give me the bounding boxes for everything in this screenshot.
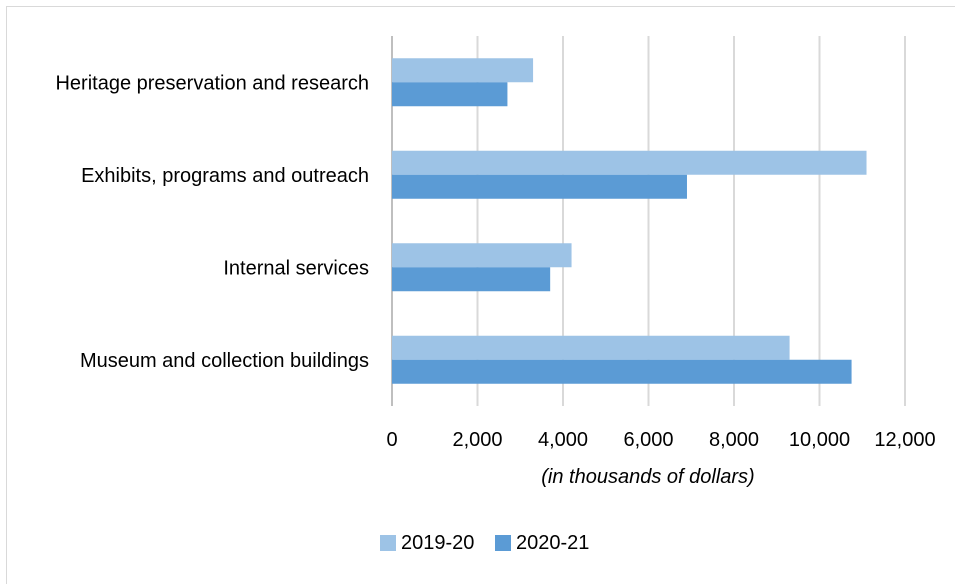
bar-2020-21: [392, 82, 508, 107]
x-tick-labels: 0 2,000 4,000 6,000 8,000 10,000 12,000: [386, 429, 935, 451]
category-label: Museum and collection buildings: [80, 350, 369, 372]
bar-2019-20: [392, 150, 867, 175]
x-tick-label: 10,000: [789, 429, 850, 451]
bar-2019-20: [392, 335, 790, 360]
legend-label: 2019-20: [401, 532, 474, 554]
x-tick-label: 6,000: [623, 429, 673, 451]
legend-swatch: [495, 535, 511, 551]
legend-label: 2020-21: [516, 532, 589, 554]
x-tick-label: 8,000: [709, 429, 759, 451]
bars: [392, 58, 867, 384]
bar-2020-21: [392, 174, 687, 199]
x-tick-label: 0: [386, 429, 397, 451]
legend-swatch: [380, 535, 396, 551]
chart-frame: [6, 6, 955, 584]
x-axis-title: (in thousands of dollars): [541, 466, 754, 488]
bar-2020-21: [392, 359, 852, 384]
legend: 2019-20 2020-21: [380, 532, 589, 554]
x-tick-label: 12,000: [874, 429, 935, 451]
bar-2019-20: [392, 58, 534, 83]
bar-2019-20: [392, 243, 572, 268]
x-tick-label: 2,000: [452, 429, 502, 451]
x-tick-label: 4,000: [538, 429, 588, 451]
category-label: Heritage preservation and research: [55, 72, 369, 94]
bar-2020-21: [392, 267, 551, 292]
category-label: Exhibits, programs and outreach: [81, 165, 369, 187]
category-label: Internal services: [223, 257, 369, 279]
category-labels: Heritage preservation and research Exhibi…: [55, 72, 369, 372]
